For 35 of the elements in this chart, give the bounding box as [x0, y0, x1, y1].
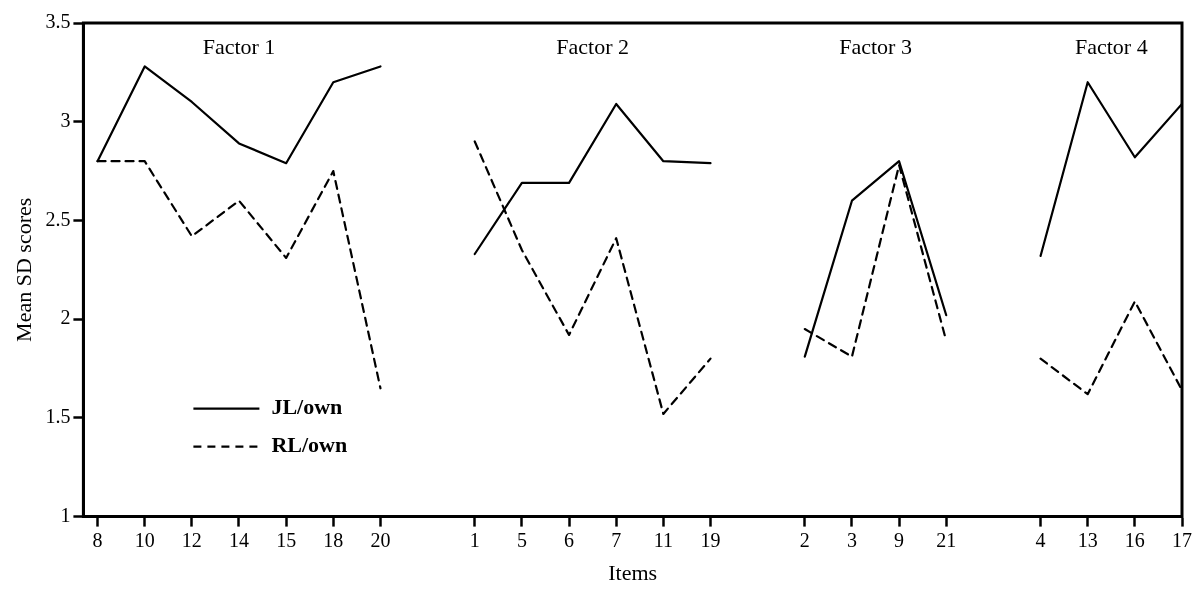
- x-tick-label: 12: [181, 528, 202, 551]
- x-axis-title: Items: [608, 559, 658, 585]
- annotation: Factor 4: [1074, 33, 1148, 59]
- x-tick-label: 13: [1077, 528, 1098, 551]
- x-tick-label: 7: [611, 528, 622, 551]
- legend-label: JL/own: [271, 394, 343, 420]
- x-tick-label: 14: [229, 528, 249, 551]
- x-tick-label: 18: [323, 528, 344, 551]
- annotation: Factor 1: [202, 33, 276, 59]
- x-tick-label: 17: [1172, 528, 1192, 551]
- legend-label: RL/own: [271, 432, 348, 458]
- x-tick-label: 5: [516, 528, 527, 551]
- y-tick-label: 1: [60, 503, 71, 526]
- x-tick-label: 19: [700, 528, 721, 551]
- x-tick-label: 9: [894, 528, 905, 551]
- y-tick-label: 3: [60, 108, 71, 131]
- x-tick-label: 20: [370, 528, 391, 551]
- y-tick-label: 1.5: [45, 405, 71, 428]
- x-tick-label: 1: [469, 528, 480, 551]
- x-tick-label: 3: [846, 528, 857, 551]
- x-tick-label: 4: [1035, 528, 1046, 551]
- y-tick-label: 2.5: [45, 207, 71, 230]
- annotation: Factor 3: [839, 33, 912, 59]
- y-tick-label: 2: [60, 306, 71, 329]
- x-tick-label: 10: [134, 528, 155, 551]
- y-axis-title: Mean SD scores: [10, 197, 36, 342]
- y-tick-label: 3.5: [45, 10, 71, 33]
- x-tick-label: 11: [653, 528, 673, 551]
- x-tick-label: 8: [92, 528, 103, 551]
- x-tick-label: 16: [1124, 528, 1145, 551]
- x-tick-label: 2: [799, 528, 810, 551]
- annotation: Factor 2: [556, 33, 629, 59]
- x-tick-label: 21: [936, 528, 957, 551]
- x-tick-label: 15: [276, 528, 297, 551]
- x-tick-label: 6: [564, 528, 575, 551]
